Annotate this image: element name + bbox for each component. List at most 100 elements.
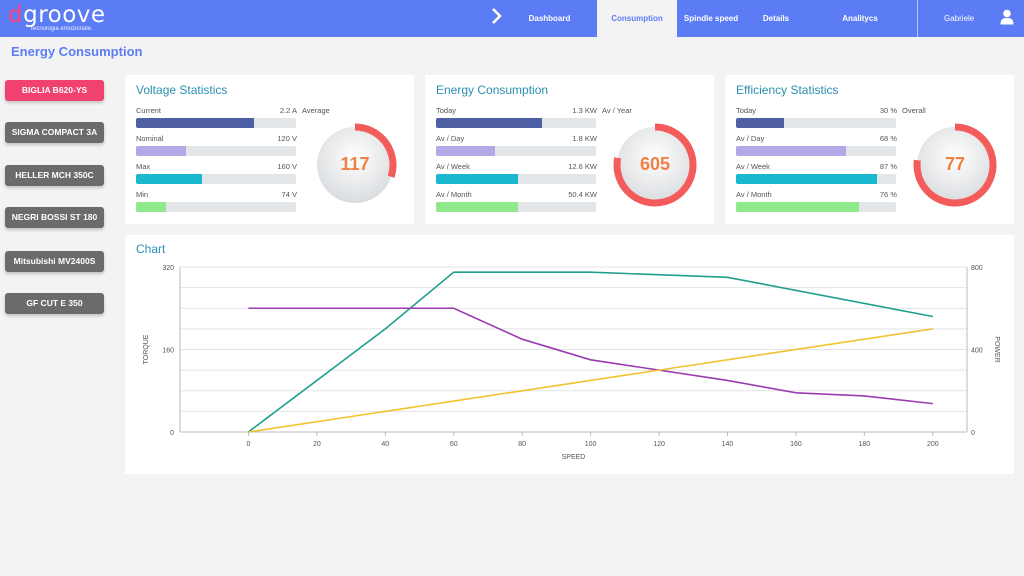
efficiency-progress-fill xyxy=(736,174,877,184)
efficiency-title: Efficiency Statistics xyxy=(736,83,839,97)
voltage-progress-fill xyxy=(136,202,167,212)
energy-progress-bar xyxy=(436,118,596,128)
voltage-progress-fill xyxy=(136,146,186,156)
voltage-title: Voltage Statistics xyxy=(136,83,228,97)
voltage-progress-fill xyxy=(136,118,255,128)
energy-row-value: 12.6 KW xyxy=(568,162,597,171)
voltage-row-value: 160 V xyxy=(277,162,297,171)
voltage-progress-bar xyxy=(136,146,296,156)
voltage-row-label: Min xyxy=(136,190,149,199)
voltage-row-value: 120 V xyxy=(277,134,297,143)
logo-text: groove xyxy=(23,2,106,28)
chart-x-tick-label: 0 xyxy=(246,441,250,448)
energy-progress-fill xyxy=(436,146,496,156)
nav-dashboard[interactable]: Dashboard xyxy=(528,14,571,23)
efficiency-progress-bar xyxy=(736,202,896,212)
chart-x-tick-label: 200 xyxy=(927,441,939,448)
voltage-row-label: Max xyxy=(136,162,151,171)
chart-y-axis-label: TORQUE xyxy=(143,334,150,364)
voltage-gauge-arc xyxy=(354,123,397,178)
chart-x-tick-label: 20 xyxy=(313,441,321,448)
nav-analytics[interactable]: Analitycs xyxy=(842,14,878,23)
voltage-progress-bar xyxy=(136,202,296,212)
voltage-row-value: 74 V xyxy=(281,190,297,199)
efficiency-row-value: 76 % xyxy=(879,190,897,199)
chart-x-tick-label: 100 xyxy=(585,441,597,448)
chart-y2-tick-label: 400 xyxy=(971,348,983,355)
energy-gauge-disc xyxy=(617,127,693,203)
energy-consumption-card: Energy Consumption Today 1.3 KW Av / Day 1.8… xyxy=(425,75,714,224)
chart-x-tick-label: 160 xyxy=(790,441,802,448)
user-icon[interactable] xyxy=(1000,9,1014,25)
efficiency-gauge xyxy=(913,123,997,207)
efficiency-progress-bar xyxy=(736,146,896,156)
machine-button-gf-cut[interactable]: GF CUT E 350 xyxy=(5,293,104,314)
energy-row-label: Today xyxy=(436,106,457,115)
chart-title: Chart xyxy=(136,242,166,256)
nav-details[interactable]: Details xyxy=(762,14,790,23)
nav-divider xyxy=(917,0,918,37)
efficiency-row-value: 87 % xyxy=(879,162,897,171)
energy-row-label: Av / Week xyxy=(436,162,470,171)
efficiency-row-label: Av / Month xyxy=(736,190,772,199)
groove-logo[interactable]: dgroove Tecnologia emozionale. xyxy=(8,3,106,32)
voltage-progress-bar xyxy=(136,174,296,184)
efficiency-progress-fill xyxy=(736,118,784,128)
efficiency-side-label: Overall xyxy=(902,106,926,115)
machine-button-negri-bossi[interactable]: NEGRI BOSSI ST 180 xyxy=(5,207,104,228)
top-navigation-bar: dgroove Tecnologia emozionale. Dashboard… xyxy=(0,0,1024,37)
chart-y-tick-label: 160 xyxy=(162,348,174,355)
machine-button-mitsubishi[interactable]: Mitsubishi MV2400S xyxy=(5,251,104,272)
voltage-gauge-value: 117 xyxy=(340,154,370,174)
energy-gauge-arc xyxy=(613,123,697,207)
chart-y-tick-label: 0 xyxy=(170,430,174,437)
chart-x-tick-label: 120 xyxy=(653,441,665,448)
energy-row-value: 1.8 KW xyxy=(572,134,597,143)
energy-progress-fill xyxy=(436,174,518,184)
chart-card: Chart 0 20 40 60 80 100 120 140 160 180 200 0 160 320… xyxy=(125,235,1014,474)
efficiency-progress-fill xyxy=(736,202,860,212)
voltage-gauge-disc xyxy=(317,127,393,203)
voltage-side-label: Average xyxy=(302,106,330,115)
energy-row-value: 50.4 KW xyxy=(568,190,597,199)
chart-series-line-1 xyxy=(248,307,933,405)
nav-consumption[interactable]: Consumption xyxy=(597,0,677,37)
energy-row-value: 1.3 KW xyxy=(572,106,597,115)
voltage-statistics-card: Voltage Statistics Current 2.2 A Nominal 120… xyxy=(125,75,414,224)
efficiency-gauge-value: 77 xyxy=(944,154,966,174)
efficiency-row-value: 30 % xyxy=(879,106,897,115)
voltage-row-label: Nominal xyxy=(136,134,164,143)
efficiency-row-label: Av / Week xyxy=(736,162,770,171)
machine-button-sigma[interactable]: SIGMA COMPACT 3A xyxy=(5,122,104,143)
energy-progress-bar xyxy=(436,202,596,212)
voltage-progress-fill xyxy=(136,174,202,184)
energy-side-label: Av / Year xyxy=(602,106,632,115)
efficiency-row-label: Av / Day xyxy=(736,134,765,143)
nav-spindle-speed[interactable]: Spindle speed xyxy=(683,14,739,23)
chart-y2-tick-label: 0 xyxy=(971,430,975,437)
machine-button-biglia[interactable]: BIGLIA B620-YS xyxy=(5,80,104,101)
chart-x-tick-label: 40 xyxy=(381,441,389,448)
efficiency-statistics-card: Efficiency Statistics Today 30 % Av / Day 68… xyxy=(725,75,1014,224)
machine-button-heller[interactable]: HELLER MCH 350C xyxy=(5,165,104,186)
energy-progress-bar xyxy=(436,174,596,184)
voltage-progress-bar xyxy=(136,118,296,128)
chart-y-tick-label: 320 xyxy=(162,265,174,272)
efficiency-row-label: Today xyxy=(736,106,757,115)
chart-y2-tick-label: 800 xyxy=(971,265,983,272)
energy-gauge-value: 605 xyxy=(639,154,671,174)
line-chart: 0 20 40 60 80 100 120 140 160 180 200 0 160 320 0 400 80… xyxy=(143,265,1000,461)
efficiency-row-value: 68 % xyxy=(879,134,897,143)
chart-x-tick-label: 180 xyxy=(859,441,871,448)
page-title: Energy Consumption xyxy=(11,44,143,59)
energy-title: Energy Consumption xyxy=(436,83,549,97)
chart-x-axis-label: SPEED xyxy=(562,454,586,461)
voltage-row-value: 2.2 A xyxy=(279,106,297,115)
voltage-gauge xyxy=(317,123,397,203)
efficiency-gauge-arc xyxy=(913,123,997,207)
energy-progress-fill xyxy=(436,118,542,128)
user-name[interactable]: Gabriele xyxy=(944,14,975,23)
energy-row-label: Av / Month xyxy=(436,190,472,199)
chevron-right-icon[interactable] xyxy=(490,6,506,26)
chart-x-tick-label: 80 xyxy=(518,441,526,448)
